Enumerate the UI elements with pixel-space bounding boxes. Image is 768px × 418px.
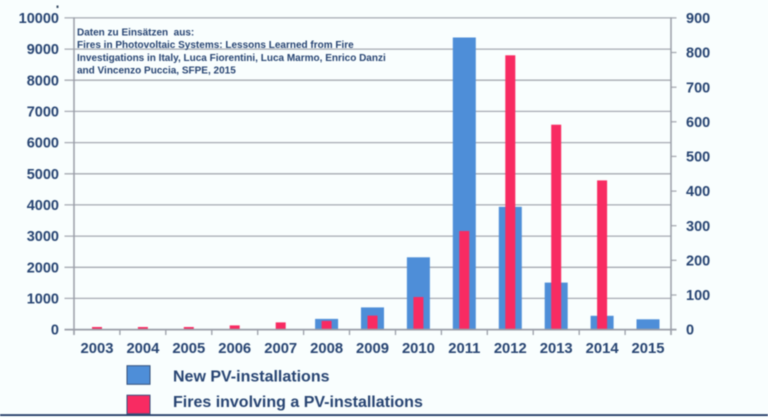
svg-text:New PV-installations: New PV-installations xyxy=(173,368,330,385)
svg-text:2012: 2012 xyxy=(494,341,527,357)
svg-text:2007: 2007 xyxy=(264,341,297,357)
svg-text:8000: 8000 xyxy=(27,73,59,89)
svg-text:2006: 2006 xyxy=(218,341,251,357)
svg-text:and Vincenzo Puccia, SFPE, 201: and Vincenzo Puccia, SFPE, 2015 xyxy=(77,66,236,77)
svg-text:300: 300 xyxy=(686,219,710,235)
svg-text:1000: 1000 xyxy=(27,292,59,308)
svg-text:2013: 2013 xyxy=(540,341,573,357)
svg-text:Fires involving a PV-installat: Fires involving a PV-installations xyxy=(173,394,423,411)
svg-text:600: 600 xyxy=(686,115,710,131)
svg-text:2011: 2011 xyxy=(448,341,480,357)
svg-text:2003: 2003 xyxy=(81,341,114,357)
svg-text:Fires in Photovoltaic Systems:: Fires in Photovoltaic Systems: Lessons L… xyxy=(77,40,354,51)
svg-text:6000: 6000 xyxy=(27,136,59,152)
svg-text:2009: 2009 xyxy=(356,341,389,357)
svg-text:0: 0 xyxy=(686,323,694,339)
svg-text:200: 200 xyxy=(686,253,710,269)
svg-text:700: 700 xyxy=(686,80,710,96)
svg-text:2010: 2010 xyxy=(402,341,435,357)
svg-text:3000: 3000 xyxy=(27,229,59,245)
svg-text:2015: 2015 xyxy=(632,341,665,357)
svg-text:2014: 2014 xyxy=(586,341,620,357)
svg-text:5000: 5000 xyxy=(27,167,59,183)
svg-text:400: 400 xyxy=(686,184,710,200)
svg-text:2005: 2005 xyxy=(172,341,205,357)
svg-text:Investigations in Italy, Luca: Investigations in Italy, Luca Fiorentini… xyxy=(77,53,386,64)
svg-text:4000: 4000 xyxy=(27,198,59,214)
svg-text:100: 100 xyxy=(686,288,710,304)
svg-text:Daten zu Einsätzen aus:: Daten zu Einsätzen aus: xyxy=(77,28,194,39)
svg-text:7000: 7000 xyxy=(27,105,59,121)
svg-text:0: 0 xyxy=(51,323,59,339)
svg-text:2008: 2008 xyxy=(310,341,343,357)
svg-text:800: 800 xyxy=(686,46,710,62)
svg-text:9000: 9000 xyxy=(27,42,59,58)
svg-text:2000: 2000 xyxy=(27,260,59,276)
svg-text:10000: 10000 xyxy=(19,11,59,27)
svg-text:900: 900 xyxy=(686,11,710,27)
svg-text:500: 500 xyxy=(686,150,710,166)
svg-text:2004: 2004 xyxy=(126,341,160,357)
